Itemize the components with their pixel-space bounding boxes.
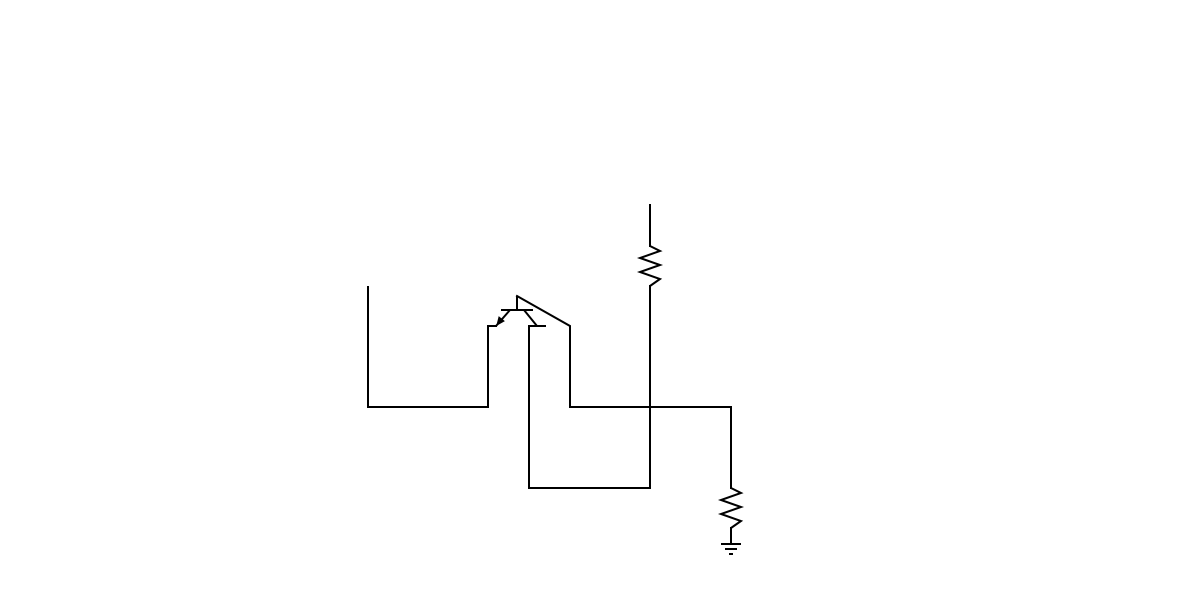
transistor-collector-lead	[523, 309, 538, 327]
ground-icon	[721, 543, 741, 555]
wire-collector	[528, 285, 651, 489]
wire-input	[367, 286, 497, 408]
resistor-icon	[717, 487, 745, 529]
wire-base	[515, 294, 732, 489]
transistor-icon	[495, 296, 538, 327]
resistor-icon	[636, 245, 664, 287]
transistor-emitter-arrow	[496, 316, 505, 327]
